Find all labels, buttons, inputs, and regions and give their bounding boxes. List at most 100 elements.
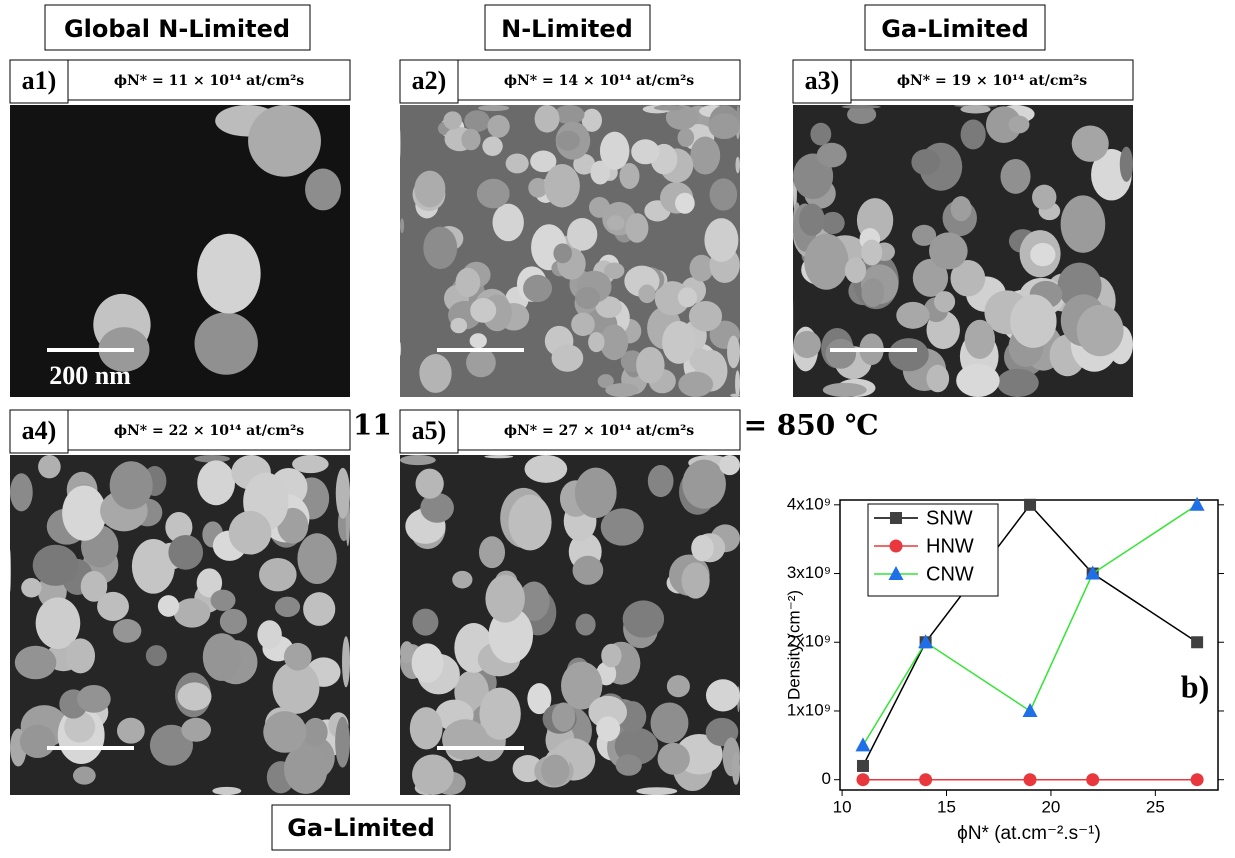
nanowire [284,643,312,671]
header: Ga-Limited [881,15,1029,43]
nanowire [275,597,300,617]
nanowire [727,336,740,369]
y-tick-label: 3x10⁹ [787,563,831,582]
nanowire [15,646,57,679]
marker [1023,703,1038,717]
nanowire [400,455,436,465]
nanowire [636,787,677,795]
nanowire [934,291,955,312]
nanowire [732,752,740,785]
nanowire [1120,147,1133,182]
header: Global N-Limited [64,15,290,43]
nanowire [259,558,297,591]
y-axis-label: Density (cm⁻²) [784,590,803,700]
nanowire [1008,116,1029,134]
nanowire [461,129,480,150]
nanowire [911,149,940,175]
header: Ga-Limited [287,814,435,842]
nanowire [220,609,247,634]
panel-label: a3) [805,66,840,95]
nanowire [862,278,885,307]
nanowire [626,213,649,243]
nanowire [523,275,552,302]
nanowire [335,717,350,768]
nanowire [493,204,524,242]
nanowire [681,562,709,598]
nanowire [600,132,630,170]
nanowire [33,545,79,586]
nanowire [482,136,502,155]
nanowire [21,578,41,598]
nanowire [423,227,457,270]
nanowire [535,105,560,133]
nanowire [478,105,509,111]
nanowire [1072,125,1109,161]
nanowire [110,461,153,509]
nanowire [1030,243,1055,266]
nanowire [412,609,438,636]
flux-label: ϕN* = 27 × 10¹⁴ at/cm²s [504,423,694,439]
nanowire [400,342,401,356]
nanowire [926,365,949,392]
nanowire [62,486,106,541]
legend-marker [890,512,902,524]
nanowire [212,787,241,795]
y-tick-label: 0 [822,769,831,788]
nanowire [412,643,444,683]
nanowire [573,556,604,585]
nanowire [730,394,740,397]
nanowire [470,298,496,323]
nanowire [997,369,1039,397]
nanowire [342,636,350,687]
panel-label: b) [1181,668,1209,704]
marker [1086,773,1099,786]
nanowire [961,120,986,150]
sem-image [10,105,350,397]
sem-image [400,105,740,397]
nanowire [842,105,881,109]
nanowire [575,287,600,309]
nanowire [575,468,617,518]
nanowire [450,318,467,333]
nanowire [81,571,108,602]
marker [1191,636,1203,648]
nanowire [400,641,414,663]
nanowire [470,333,487,348]
nanowire [667,675,690,697]
legend-marker [890,540,903,553]
nanowire [793,331,821,358]
nanowire [689,301,722,331]
nanowire [10,473,33,511]
nanowire [211,590,236,611]
nanowire [636,347,664,384]
nanowire [146,645,167,666]
nanowire [479,536,505,568]
flux-label: ϕN* = 22 × 10¹⁴ at/cm²s [114,423,304,439]
nanowire [638,285,655,304]
nanowire [1010,295,1056,348]
nanowire [248,105,321,177]
nanowire [648,465,674,497]
nanowire [799,204,825,236]
flux-label: ϕN* = 14 × 10¹⁴ at/cm²s [504,73,694,89]
marker [1024,773,1037,786]
nanowire [576,614,596,636]
nanowire [443,111,462,129]
nanowire [817,143,847,168]
nanowire [556,131,580,151]
nanowire [719,455,740,475]
nanowire [297,533,336,584]
nanowire [203,633,241,681]
nanowire [336,468,350,519]
nanowire [1032,185,1056,210]
nanowire [690,136,720,174]
marker [855,737,870,751]
x-tick-label: 10 [833,797,852,816]
nanowire [158,595,179,617]
x-axis-label: ϕN* (at.cm⁻².s⁻¹) [957,823,1101,844]
header: N-Limited [501,15,633,43]
scale-bar-label: 200 nm [49,361,131,390]
legend-label: CNW [926,563,974,585]
nanowire [464,110,490,132]
nanowire [658,743,690,775]
